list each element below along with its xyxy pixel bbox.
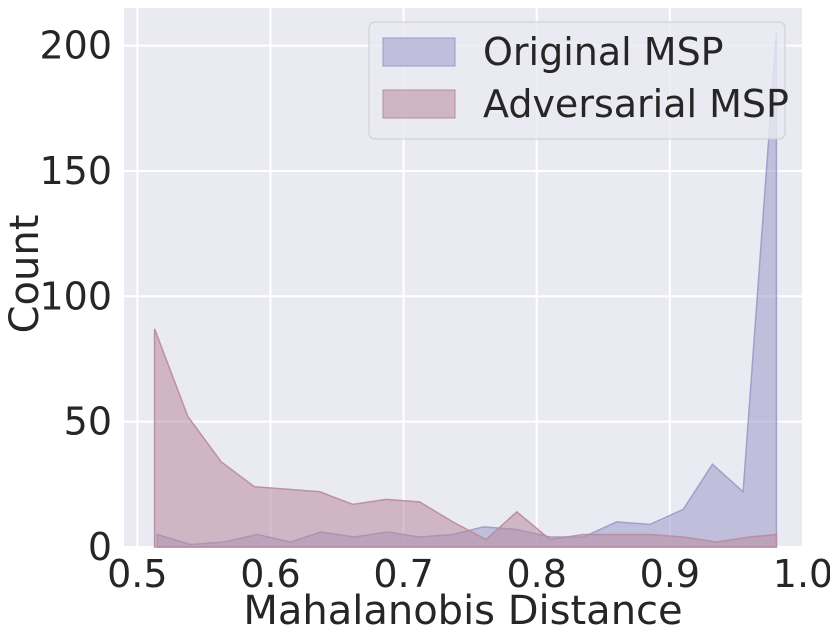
y-tick-label: 50 bbox=[64, 400, 112, 444]
legend-label-adversarial: Adversarial MSP bbox=[483, 82, 789, 126]
legend: Original MSP Adversarial MSP bbox=[368, 21, 789, 140]
y-tick-label: 200 bbox=[39, 24, 112, 68]
legend-label-original: Original MSP bbox=[483, 30, 724, 74]
legend-swatch-adversarial bbox=[382, 89, 456, 119]
legend-box bbox=[368, 21, 786, 140]
x-tick-label: 1.0 bbox=[773, 552, 830, 596]
x-tick-label: 0.7 bbox=[373, 552, 433, 596]
x-axis-label: Mahalanobis Distance bbox=[243, 588, 682, 634]
y-tick-label: 150 bbox=[39, 149, 112, 193]
x-tick-label: 0.5 bbox=[107, 552, 167, 596]
y-tick-label: 0 bbox=[88, 525, 112, 569]
y-axis-label: Count bbox=[2, 215, 48, 334]
series-areas bbox=[153, 33, 778, 548]
x-tick-label: 0.8 bbox=[507, 552, 567, 596]
x-tick-label: 0.9 bbox=[640, 552, 700, 596]
y-tick-label: 100 bbox=[39, 274, 112, 318]
tick-labels: 0.5 0.6 0.7 0.8 0.9 1.0 0 50 100 150 200 bbox=[39, 24, 830, 596]
x-tick-label: 0.6 bbox=[240, 552, 300, 596]
series-area-adversarial-msp bbox=[153, 328, 778, 548]
legend-swatch-original bbox=[382, 37, 456, 67]
